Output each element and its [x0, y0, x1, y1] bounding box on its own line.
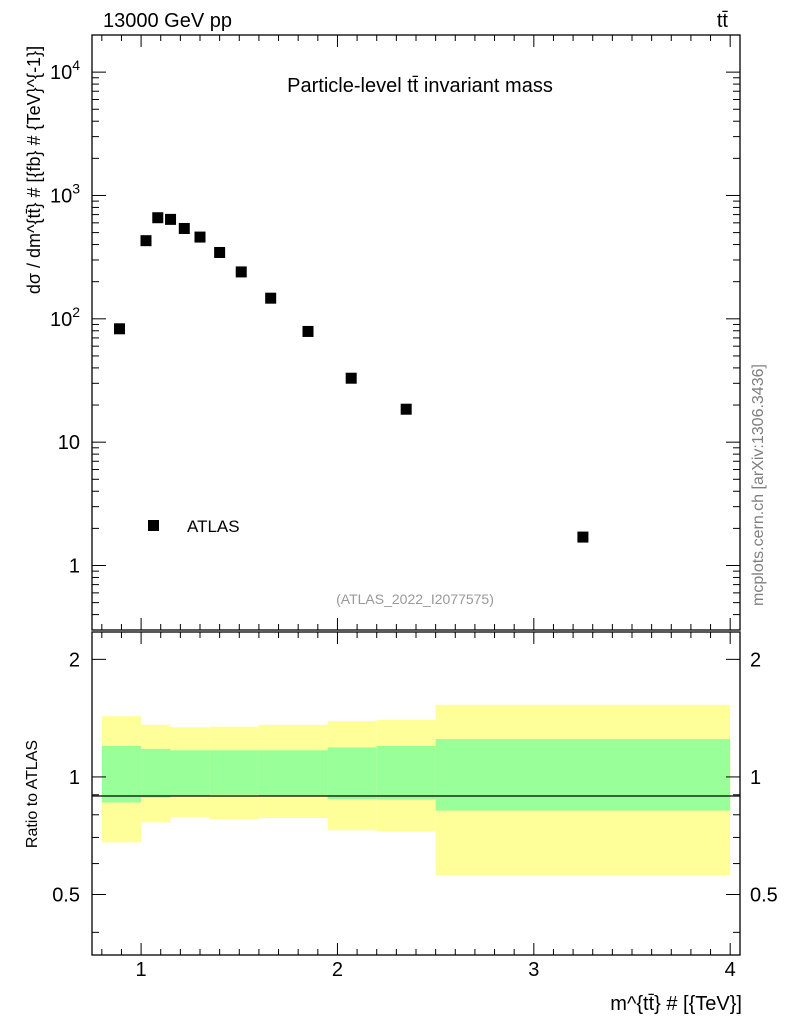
y-tick-label: 102 [50, 304, 80, 331]
inner-band-bin [170, 750, 210, 796]
data-point [194, 231, 206, 243]
inner-band-bin [141, 748, 171, 798]
data-point [214, 246, 226, 258]
main-frame [91, 34, 741, 631]
y-tick-label: 1 [69, 556, 80, 578]
x-tick-label: 4 [725, 959, 736, 981]
legend-label: ATLAS [187, 517, 240, 536]
data-point [302, 325, 314, 337]
ratio-frame [91, 631, 741, 956]
inner-band-bin [435, 739, 731, 811]
process-label: tt̄ [717, 10, 729, 32]
data-point [165, 213, 177, 225]
ratio-y-tick-label: 1 [750, 767, 761, 789]
ratio-axis-ticks: 1 2 3 4 0.5 0.5 1 1 2 2 [52, 632, 778, 981]
ratio-panel: 1 2 3 4 0.5 0.5 1 1 2 2 Ratio to ATLAS m^{tt̄} # … [24, 631, 778, 1015]
data-point [178, 222, 190, 234]
ratio-y-tick-label: 2 [750, 649, 761, 671]
ratio-y-tick-label: 1 [69, 767, 80, 789]
x-tick-label: 2 [332, 959, 343, 981]
inner-band-bin [376, 746, 436, 800]
inner-band-bin [209, 750, 259, 795]
data-point [140, 235, 152, 247]
ratio-y-tick-label: 2 [69, 649, 80, 671]
inner-band-bin [327, 747, 377, 799]
data-points [113, 212, 589, 543]
data-point [152, 212, 164, 224]
main-axis-ticks: 1 10 102 103 104 [50, 34, 740, 631]
y-tick-label: 104 [50, 57, 80, 84]
analysis-id: (ATLAS_2022_I2077575) [336, 591, 494, 607]
data-point [577, 531, 589, 543]
inner-band-bin [101, 746, 142, 803]
legend-marker [148, 520, 159, 531]
x-axis-label: m^{tt̄} # [{TeV}] [610, 993, 742, 1015]
ratio-y-tick-label: 0.5 [52, 885, 80, 907]
data-point [113, 323, 125, 335]
data-point [265, 292, 277, 304]
x-tick-label: 1 [136, 959, 147, 981]
ratio-y-label: Ratio to ATLAS [24, 740, 41, 848]
inner-band-bin [258, 750, 328, 796]
ratio-y-tick-label: 0.5 [750, 885, 778, 907]
watermark: mcplots.cern.ch [arXiv:1306.3436] [750, 364, 767, 606]
main-y-label: dσ / dm^{tt̄} # [{fb} # {TeV}^{-1}] [24, 46, 44, 294]
uncertainty-bands [101, 704, 731, 876]
main-panel: 1 10 102 103 104 Particle-level tt̄ invarian… [24, 34, 741, 631]
energy-label: 13000 GeV pp [103, 10, 232, 32]
y-tick-label: 10 [58, 432, 80, 454]
x-tick-label: 3 [528, 959, 539, 981]
data-point [235, 266, 247, 278]
y-tick-label: 103 [50, 180, 80, 207]
legend: ATLAS [148, 517, 240, 536]
data-point [345, 372, 357, 384]
main-title: Particle-level tt̄ invariant mass [287, 75, 553, 97]
data-point [400, 403, 412, 415]
